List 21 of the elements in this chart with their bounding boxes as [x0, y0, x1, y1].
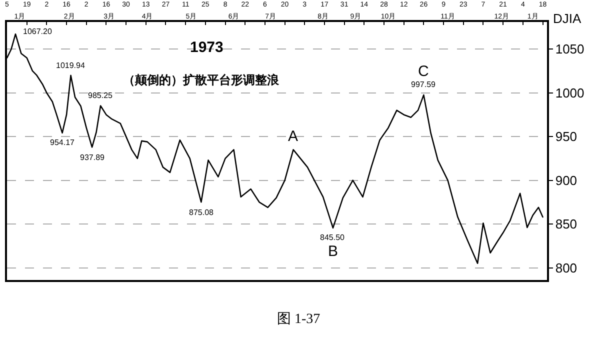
annotation: C: [418, 63, 429, 80]
annotation: B: [328, 243, 338, 260]
annotation: A: [288, 128, 298, 145]
y-tick-label: 900: [555, 172, 578, 188]
annotation: 1019.94: [56, 61, 86, 70]
annotation: 845.50: [320, 233, 346, 242]
y-tick-label: 1000: [555, 85, 584, 100]
y-tick-label: 800: [555, 260, 578, 276]
annotation: 954.17: [50, 138, 76, 147]
caption: 图 1-37: [277, 312, 320, 327]
text: （颠倒的）扩散平台形调整浪: [123, 73, 280, 87]
annotation: 997.59: [411, 80, 436, 89]
annotation: 937.89: [80, 153, 106, 162]
y-tick-label: 1050: [555, 42, 584, 57]
y-axis-title: DJIA: [553, 11, 582, 26]
annotation: 985.25: [88, 91, 114, 100]
annotation: 1067.20: [23, 27, 52, 36]
y-tick-label: 950: [555, 129, 578, 144]
text: 1973: [190, 39, 224, 56]
annotation: 875.08: [189, 208, 214, 217]
y-tick-label: 850: [555, 216, 578, 232]
